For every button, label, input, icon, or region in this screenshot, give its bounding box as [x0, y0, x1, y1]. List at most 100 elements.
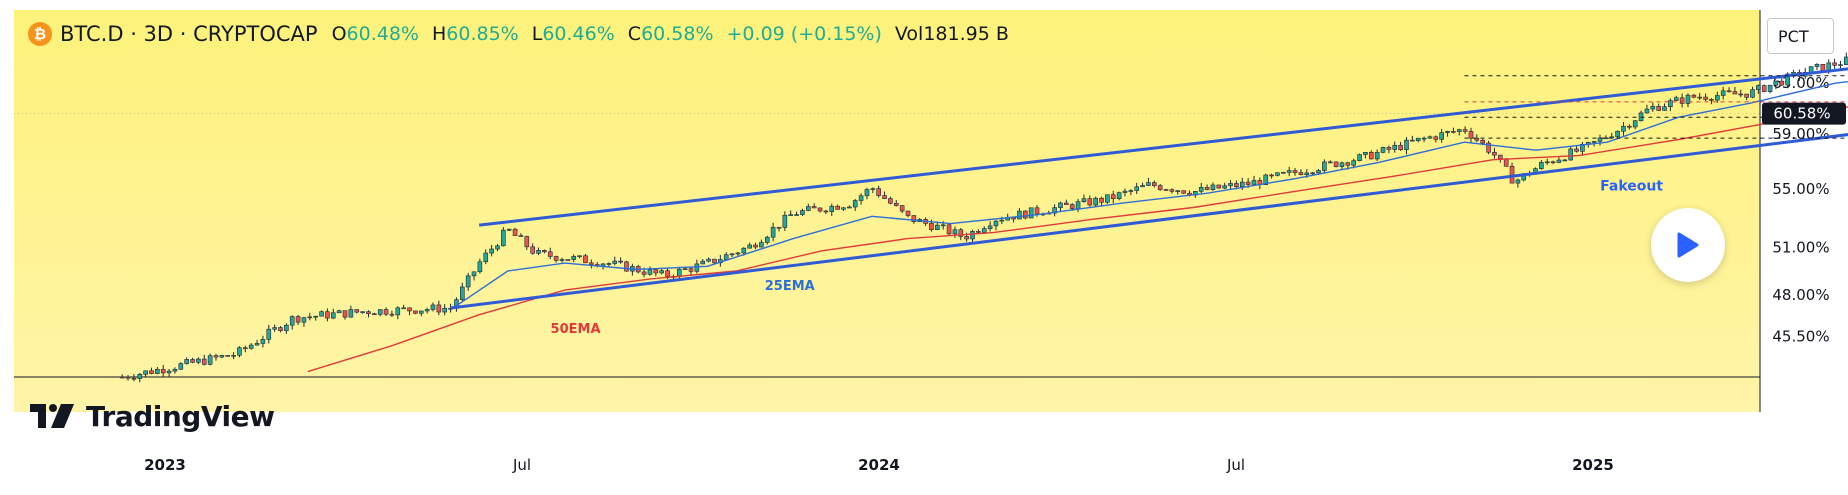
candle-body-63 [489, 248, 494, 254]
candle-body-248 [1574, 148, 1579, 152]
candle-body-40 [354, 309, 360, 313]
candle-body-202 [1304, 172, 1310, 175]
candle-body-226 [1445, 131, 1450, 133]
candle-body-181 [1181, 190, 1186, 194]
candle-body-173 [1134, 186, 1140, 191]
candle-body-223 [1427, 136, 1433, 139]
candle-body-176 [1152, 182, 1157, 186]
candle-body-288 [1808, 66, 1814, 73]
candle-body-146 [976, 231, 981, 233]
candle-body-233 [1486, 142, 1491, 153]
candle-body-281 [1767, 84, 1773, 92]
candle-body-74 [553, 256, 559, 261]
bitcoin-icon: ₿ [28, 22, 52, 46]
candle-body-256 [1621, 125, 1626, 132]
candle-body-270 [1703, 96, 1708, 100]
candle-body-164 [1081, 198, 1087, 202]
chart-background [14, 10, 1760, 412]
candle-body-249 [1580, 143, 1585, 152]
candle-body-8 [166, 370, 172, 374]
tradingview-logo[interactable]: TradingView [30, 400, 275, 433]
candle-body-187 [1216, 184, 1222, 189]
candle-body-124 [847, 206, 852, 209]
candle-body-68 [518, 235, 524, 237]
time-tick-label-3: Jul [1226, 456, 1245, 474]
candle-body-191 [1239, 181, 1245, 187]
candle-body-109 [759, 242, 764, 248]
candle-body-282 [1773, 80, 1779, 86]
candle-body-1 [125, 376, 131, 379]
candle-body-232 [1480, 139, 1486, 144]
volume-value: Vol181.95 B [894, 23, 1009, 45]
candle-body-54 [436, 304, 442, 313]
candle-body-227 [1451, 131, 1456, 133]
candle-body-134 [905, 210, 911, 216]
candle-body-36 [330, 312, 336, 319]
candle-body-67 [512, 228, 518, 236]
candle-body-280 [1761, 85, 1767, 92]
candle-body-278 [1750, 89, 1755, 98]
candle-body-142 [952, 229, 958, 235]
candle-body-205 [1322, 161, 1327, 171]
candle-body-96 [682, 268, 688, 271]
candle-body-213 [1368, 152, 1374, 160]
candle-body-85 [618, 260, 623, 263]
candle-body-15 [207, 355, 213, 365]
candle-body-200 [1292, 170, 1298, 173]
candle-body-203 [1310, 172, 1315, 175]
candle-body-225 [1439, 132, 1444, 140]
candle-body-276 [1738, 93, 1744, 96]
candle-body-135 [911, 215, 917, 223]
candle-body-190 [1234, 183, 1239, 187]
play-button[interactable] [1651, 208, 1725, 282]
candle-body-156 [1034, 207, 1040, 215]
candle-body-186 [1210, 184, 1216, 190]
candle-body-153 [1017, 210, 1022, 220]
candle-body-229 [1462, 129, 1468, 132]
candle-body-236 [1503, 158, 1509, 167]
candle-body-217 [1392, 144, 1398, 150]
candle-body-188 [1222, 185, 1227, 189]
candle-body-31 [301, 317, 307, 323]
time-tick-label-4: 2025 [1572, 456, 1614, 474]
candle-body-37 [336, 310, 342, 314]
candle-body-180 [1175, 190, 1181, 192]
candle-body-3 [137, 373, 143, 379]
tradingview-logo-icon [30, 403, 74, 428]
candle-body-147 [981, 228, 987, 233]
candles-group [119, 52, 1848, 383]
candle-body-197 [1275, 172, 1280, 176]
candle-body-106 [741, 247, 747, 254]
candle-body-90 [647, 269, 653, 275]
candle-body-10 [178, 363, 184, 370]
candle-body-76 [565, 259, 571, 261]
candle-body-215 [1380, 147, 1386, 153]
candle-body-244 [1550, 161, 1556, 164]
candle-body-201 [1298, 172, 1304, 175]
candle-body-125 [852, 200, 858, 208]
candle-body-107 [747, 244, 752, 249]
candle-body-169 [1110, 194, 1116, 199]
candle-body-92 [659, 270, 664, 274]
candle-body-114 [788, 214, 794, 216]
last-price-badge [1762, 102, 1846, 125]
candle-body-84 [612, 260, 618, 264]
candle-body-120 [823, 210, 829, 213]
candle-body-263 [1662, 106, 1667, 111]
candle-body-204 [1316, 170, 1321, 174]
candle-body-22 [248, 344, 254, 349]
candle-body-139 [935, 224, 940, 230]
candle-body-162 [1069, 204, 1075, 209]
candle-body-123 [841, 207, 846, 210]
candle-body-66 [506, 228, 512, 231]
candle-body-104 [729, 253, 735, 256]
symbol-name[interactable]: BTC.D · 3D · CRYPTOCAP [60, 22, 318, 46]
candle-body-2 [131, 377, 137, 380]
candle-body-26 [272, 327, 277, 330]
scale-mode-button[interactable]: PCT [1767, 18, 1834, 54]
candle-body-290 [1820, 63, 1826, 71]
fakeout-label: Fakeout [1600, 178, 1663, 194]
candle-body-64 [495, 245, 500, 250]
